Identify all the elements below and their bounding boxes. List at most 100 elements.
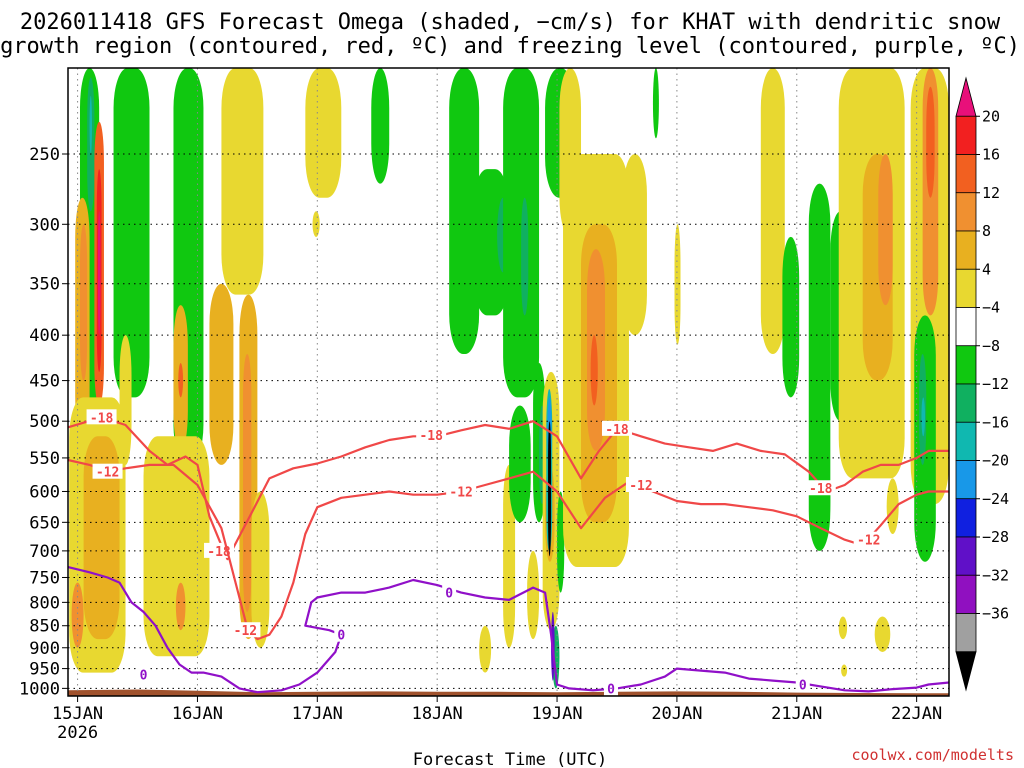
contour-label-1-1: -12 [234,624,257,639]
x-axis-label: Forecast Time (UTC) [413,750,607,768]
colorbar-box-5 [955,268,977,308]
contour-label-bg-1-3 [625,476,656,492]
contour-label-0-4: -18 [809,482,833,497]
omega-region-71 [874,616,891,653]
omega-region-24 [251,491,270,648]
y-axis: 2503003504004505005506006507007508008509… [19,145,68,699]
contour-label-0-3: -18 [605,423,629,438]
x-tick-label-5: 20JAN [651,704,702,724]
colorbar-label-9: −20 [982,452,1009,470]
x-tick-label-7: 22JAN [891,704,942,724]
colorbar-label-0: 20 [982,107,1000,125]
y-tick-label-850: 850 [29,617,60,637]
plot-frame [67,67,950,697]
contour-label-bg-1-2 [446,483,477,499]
omega-region-46 [557,491,565,593]
colorbar-box-6 [955,307,977,347]
omega-region-13 [119,335,132,465]
omega-region-53 [652,68,659,139]
contour-label-2-3: 0 [607,682,615,697]
omega-region-35 [509,405,531,523]
contour-line-2 [67,566,950,694]
omega-region-72 [841,664,848,677]
contour-label-2-2: 0 [445,587,453,602]
y-tick-label-500: 500 [29,412,60,432]
contour-label-bg-1-1 [230,622,261,638]
omega-region-69 [886,478,899,535]
omega-region-51 [590,335,598,406]
contour-label-1-4: -12 [857,534,880,549]
contour-label-0-0: -18 [90,411,114,426]
omega-region-52 [622,154,647,336]
contour-label-bg-1-4 [853,531,884,547]
colorbar-label-7: −12 [982,375,1009,393]
omega-region-4 [79,224,88,381]
colorbar-label-8: −16 [982,413,1009,431]
colorbar-box-7 [955,345,977,385]
y-tick-label-900: 900 [29,639,60,659]
contour-label-1-0: -12 [96,466,119,481]
y-tick-label-800: 800 [29,593,60,613]
colorbar-label-12: −32 [982,566,1009,584]
contour-label-bg-0-4 [805,480,836,496]
omega-region-22 [243,353,252,612]
contour-label-0-1: -18 [207,545,231,560]
colorbar-label-10: −24 [982,490,1009,508]
y-tick-label-550: 550 [29,449,60,469]
y-tick-label-600: 600 [29,482,60,502]
contour-label-bg-2-0 [136,666,151,682]
contour-label-bg-0-0 [86,409,117,425]
colorbar-box-3 [955,192,977,232]
colorbar-box-2 [955,154,977,194]
colorbar-label-4: 4 [982,260,991,278]
contour-label-1-3: -12 [629,479,652,494]
y-tick-label-700: 700 [29,542,60,562]
omega-region-68 [921,397,926,437]
colorbar-label-13: −36 [982,605,1009,623]
temperature-contours: -18 -18 -18 -18 -18 -12 -12 -12 -12 -12 0 0 0 0 0 [67,409,950,697]
contour-label-bg-2-4 [795,676,810,692]
colorbar-label-6: −8 [982,337,1000,355]
x-tick-label-6: 21JAN [771,704,822,724]
omega-region-58 [782,236,800,398]
y-tick-label-400: 400 [29,326,60,346]
omega-region-group [69,68,949,689]
colorbar-label-5: −4 [982,299,1000,317]
contour-label-2-4: 0 [799,678,807,693]
omega-region-70 [838,616,848,640]
colorbar-label-3: 8 [982,222,991,240]
y-tick-label-450: 450 [29,372,60,392]
omega-region-55 [760,68,785,354]
colorbar-label-1: 16 [982,146,1000,164]
colorbar-box-12 [955,536,977,576]
colorbar-box-13 [955,574,977,614]
omega-region-43 [548,421,552,557]
y-tick-label-750: 750 [29,568,60,588]
colorbar-box-8 [955,383,977,423]
surface-ground [68,689,949,696]
omega-region-23 [305,68,342,198]
omega-region-16 [178,363,184,398]
credit-text: coolwx.com/modelts [851,746,1014,764]
contour-label-2-1: 0 [337,629,345,644]
contour-label-2-0: 0 [140,669,148,684]
colorbar-box-11 [955,498,977,538]
colorbar-box-0 [955,76,977,117]
colorbar-box-9 [955,421,977,461]
y-tick-label-350: 350 [29,275,60,295]
contour-label-0-2: -18 [419,429,443,444]
omega-region-20 [209,283,234,465]
omega-region-25 [371,68,390,184]
contour-label-bg-2-3 [603,680,618,696]
colorbar: 20 16 12 8 4 −4 −8 −12 −16 −20 −24 −28 −32 −36 [955,76,1009,692]
contour-label-bg-1-0 [92,463,123,479]
chart-title-line1: 2026011418 GFS Forecast Omega (shaded, −… [20,10,1001,35]
omega-region-19 [221,68,264,295]
y-tick-label-300: 300 [29,215,60,235]
omega-region-2 [89,95,92,155]
colorbar-box-15 [955,651,977,692]
omega-shading [69,68,949,689]
omega-region-17 [143,436,210,657]
contour-label-bg-0-3 [601,420,632,436]
